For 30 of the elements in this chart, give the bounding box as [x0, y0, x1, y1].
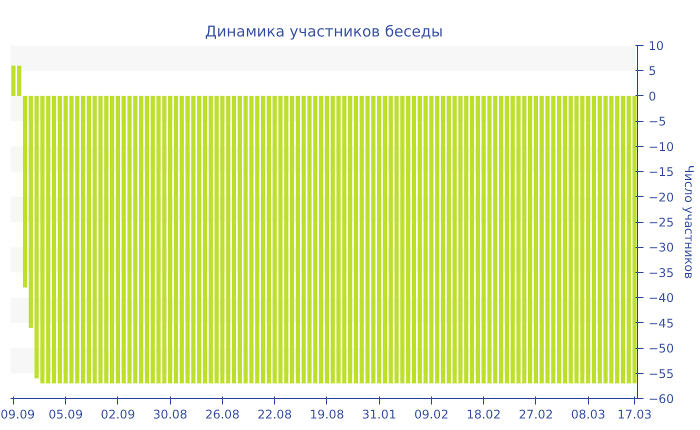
x-tick-label: 17.03 [617, 408, 652, 422]
x-tick-label: 09.09 [0, 408, 35, 422]
x-tick-label: 08.03 [570, 408, 606, 422]
y-tick-label: −15 [648, 165, 674, 180]
x-tick-label: 19.08 [310, 408, 344, 422]
y-tick-label: −10 [648, 140, 674, 154]
y-tick-label: 0 [648, 89, 656, 104]
x-tick-label: 18.02 [466, 408, 501, 422]
y-tick-label: −45 [648, 316, 674, 330]
y-tick-label: 10 [648, 39, 664, 53]
x-tick-label: 26.08 [205, 408, 240, 422]
x-tick-label: 27.02 [518, 408, 554, 422]
y-tick-label: −30 [648, 240, 674, 255]
y-tick-label: −5 [648, 114, 666, 129]
y-tick-label: 5 [648, 64, 656, 78]
y-tick-label: −25 [648, 216, 674, 230]
y-tick-label: −35 [648, 266, 674, 280]
x-tick-label: 30.08 [152, 408, 188, 422]
x-tick-label: 31.01 [362, 408, 396, 422]
x-tick-label: 09.02 [414, 408, 449, 422]
x-tick-label: 05.09 [48, 408, 83, 422]
y-tick-label: −60 [648, 392, 674, 406]
x-tick-label: 02.09 [100, 408, 136, 422]
y-tick-label: −55 [648, 366, 674, 381]
y-axis-title: Число участников [682, 165, 696, 279]
y-tick-label: −40 [648, 291, 674, 306]
chart-title: Динамика участников беседы [204, 22, 444, 40]
y-tick-label: −20 [648, 190, 674, 204]
x-tick-label: 22.08 [257, 408, 292, 422]
y-tick-label: −50 [648, 342, 674, 356]
